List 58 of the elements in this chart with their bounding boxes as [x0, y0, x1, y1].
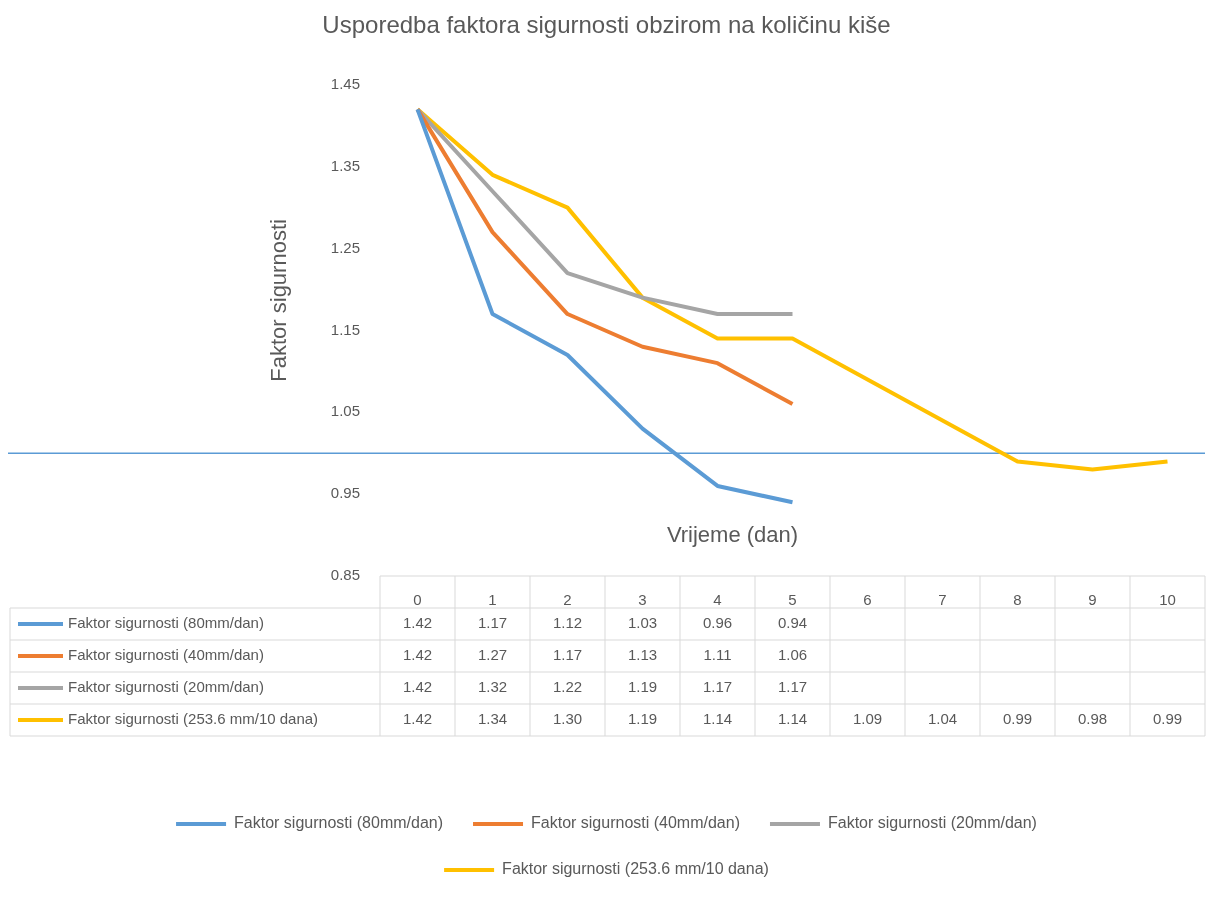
y-tick-label: 1.15 — [330, 320, 360, 338]
text: Faktor sigurnosti (40mm/dan) — [531, 814, 740, 832]
x-tick-label: 8 — [1013, 591, 1022, 609]
data-label: 0.99 — [1002, 710, 1033, 728]
data-label: 0.96 — [702, 614, 733, 632]
data-label: 1.17 — [477, 614, 508, 632]
x-tick-label: 3 — [638, 591, 647, 609]
y-tick-label: 1.45 — [330, 74, 360, 92]
data-label: 1.14 — [702, 710, 733, 728]
data-label: 1.03 — [627, 614, 658, 632]
y-tick-label: 1.25 — [330, 238, 360, 256]
x-tick-label: 7 — [938, 591, 947, 609]
legend-label: Faktor sigurnosti (40mm/dan) — [68, 646, 264, 664]
data-label: 1.42 — [402, 710, 433, 728]
y-tick-label: 0.85 — [330, 566, 360, 584]
x-tick-label: 10 — [1159, 591, 1176, 609]
text: Faktor sigurnosti (253.6 mm/10 dana) — [502, 860, 769, 878]
data-label: 1.42 — [402, 614, 433, 632]
data-label: 1.34 — [477, 710, 508, 728]
x-tick-label: 9 — [1088, 591, 1097, 609]
data-label: 1.11 — [703, 646, 732, 664]
data-label: 1.06 — [777, 646, 808, 664]
x-tick-label: 2 — [563, 591, 572, 609]
legend-label: Faktor sigurnosti (253.6 mm/10 dana) — [68, 710, 319, 728]
y-axis-title: Faktor sigurnosti — [266, 219, 292, 382]
y-tick-label: 0.95 — [330, 484, 360, 502]
x-axis-title: Vrijeme (dan) — [666, 522, 799, 548]
data-label: 0.98 — [1077, 710, 1108, 728]
x-tick-label: 0 — [413, 591, 422, 609]
x-tick-label: 6 — [863, 591, 872, 609]
data-label: 1.13 — [627, 646, 658, 664]
text: Faktor sigurnosti (20mm/dan) — [827, 814, 1037, 832]
data-label: 1.27 — [477, 646, 508, 664]
data-label: 1.12 — [552, 614, 583, 632]
data-label: 1.42 — [402, 678, 433, 696]
data-label: 1.22 — [552, 678, 583, 696]
data-label: 0.99 — [1152, 710, 1183, 728]
chart-title: Usporedba faktora sigurnosti obzirom na količinu kiše — [322, 11, 891, 39]
text: Faktor sigurnosti (80mm/dan) — [234, 814, 444, 832]
x-tick-label: 1 — [488, 591, 497, 609]
data-label: 1.42 — [402, 646, 433, 664]
x-tick-label: 5 — [788, 591, 797, 609]
data-label: 1.17 — [702, 678, 733, 696]
data-label: 1.19 — [627, 710, 658, 728]
legend-label: Faktor sigurnosti (20mm/dan) — [68, 678, 264, 696]
data-label: 1.09 — [852, 710, 883, 728]
data-label: 1.32 — [477, 678, 508, 696]
y-tick-label: 1.05 — [330, 402, 360, 420]
legend-label: Faktor sigurnosti (80mm/dan) — [68, 614, 264, 632]
data-label: 1.30 — [552, 710, 583, 728]
x-tick-label: 4 — [713, 591, 722, 609]
data-label: 0.94 — [777, 614, 808, 632]
data-label: 1.14 — [777, 710, 808, 728]
data-label: 1.04 — [927, 710, 958, 728]
y-tick-label: 1.35 — [330, 156, 360, 174]
data-label: 1.17 — [777, 678, 808, 696]
data-label: 1.19 — [627, 678, 658, 696]
data-label: 1.17 — [552, 646, 583, 664]
